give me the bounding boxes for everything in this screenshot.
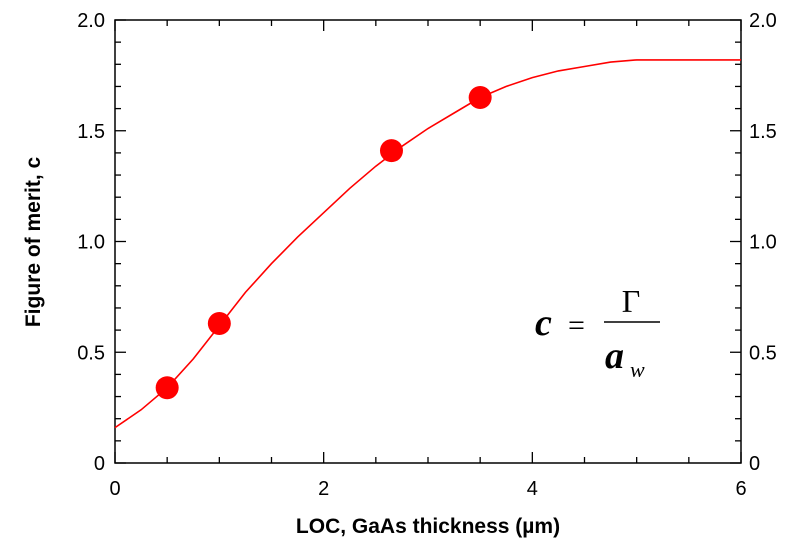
series-points — [155, 86, 492, 400]
y-tick-label-right: 2.0 — [749, 10, 777, 32]
formula-equals: = — [568, 309, 585, 342]
y-tick-label-left: 0 — [94, 453, 105, 475]
formula-lhs: c — [535, 302, 552, 344]
formula-numerator: Γ — [622, 283, 641, 319]
data-point — [379, 139, 403, 163]
x-tick-label: 2 — [318, 478, 329, 500]
y-tick-label-left: 1.0 — [77, 232, 105, 254]
fit-curve — [114, 59, 741, 429]
y-tick-label-left: 2.0 — [77, 10, 105, 32]
y-tick-label-right: 1.5 — [749, 121, 777, 143]
tick-labels: 0 2 4 600.51.01.52.000.51.01.52.0 — [77, 10, 777, 500]
plot-frame — [114, 19, 742, 464]
ticks — [114, 19, 742, 464]
y-tick-label-left: 0.5 — [77, 342, 105, 364]
y-tick-label-right: 0 — [749, 453, 760, 475]
data-point — [155, 376, 179, 400]
formula-subscript: w — [630, 357, 645, 382]
y-tick-label-right: 0.5 — [749, 342, 777, 364]
formula-annotation: c = Γ a w — [535, 283, 660, 382]
data-point — [468, 86, 492, 110]
x-axis-title: LOC, GaAs thickness (µm) — [296, 515, 560, 538]
data-point — [207, 311, 231, 335]
series-line — [114, 59, 741, 429]
formula-denominator: a — [605, 335, 624, 377]
y-tick-label-right: 1.0 — [749, 232, 777, 254]
x-tick-label: 6 — [735, 478, 746, 500]
y-axis-title: Figure of merit, c — [22, 157, 45, 328]
x-tick-label: 0 — [109, 478, 120, 500]
x-tick-label: 4 — [527, 478, 538, 500]
y-tick-label-left: 1.5 — [77, 121, 105, 143]
